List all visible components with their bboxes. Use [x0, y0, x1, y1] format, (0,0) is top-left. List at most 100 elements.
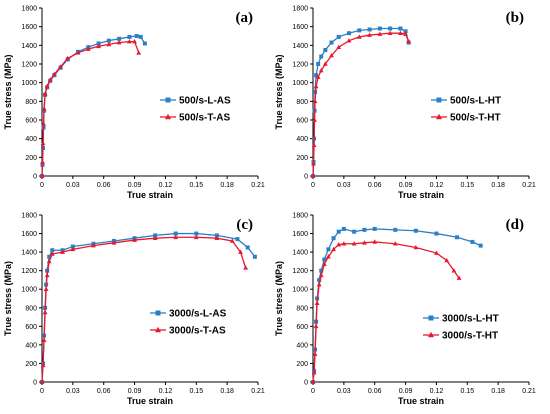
data-point — [214, 233, 219, 238]
x-tick-label: 0.21 — [522, 182, 536, 189]
x-tick-label: 0.06 — [368, 388, 382, 395]
data-point — [372, 239, 378, 244]
data-point — [341, 241, 347, 246]
data-point — [173, 234, 179, 240]
data-point — [214, 235, 220, 240]
data-point — [51, 71, 57, 77]
x-tick-label: 0.03 — [337, 182, 351, 189]
legend-label: 3000/s-T-AS — [169, 326, 226, 337]
legend-marker — [428, 315, 434, 321]
y-tick-label: 600 — [296, 324, 308, 331]
data-point — [40, 140, 46, 146]
data-point — [372, 226, 377, 231]
x-tick-label: 0.15 — [460, 388, 474, 395]
panel-label: (a) — [236, 10, 254, 26]
data-point — [229, 238, 235, 243]
data-point — [152, 235, 158, 240]
data-point — [398, 26, 403, 31]
data-point — [42, 91, 48, 96]
panel-label: (d) — [506, 217, 524, 233]
data-point — [312, 351, 318, 356]
data-point — [329, 40, 334, 45]
y-tick-label: 1400 — [292, 250, 308, 257]
y-tick-label: 1400 — [21, 43, 37, 50]
legend-marker — [155, 310, 161, 316]
data-point — [317, 277, 322, 282]
data-point — [47, 77, 53, 82]
data-point — [321, 261, 327, 266]
data-point — [312, 117, 317, 122]
data-point — [50, 248, 55, 253]
data-point — [41, 337, 47, 343]
data-point — [41, 121, 46, 126]
series-line-1 — [41, 236, 247, 383]
y-tick-label: 200 — [296, 155, 308, 162]
data-point — [44, 83, 50, 89]
data-point — [367, 32, 372, 37]
x-tick-label: 0.12 — [159, 182, 173, 189]
panel-label: (b) — [506, 10, 524, 26]
data-point — [252, 254, 257, 259]
y-tick-label: 1800 — [292, 6, 308, 13]
legend-label: 3000/s-L-AS — [169, 309, 227, 320]
data-point — [116, 39, 122, 45]
y-tick-label: 200 — [25, 361, 37, 368]
data-point — [316, 62, 321, 66]
y-tick-label: 600 — [25, 118, 37, 125]
y-tick-label: 0 — [33, 380, 37, 387]
data-point — [313, 83, 319, 89]
data-point — [478, 243, 483, 248]
panel-label: (c) — [236, 217, 253, 233]
data-point — [45, 268, 50, 273]
data-point — [315, 74, 321, 79]
data-point — [470, 239, 475, 244]
data-point — [75, 50, 81, 55]
data-point — [44, 272, 50, 278]
data-point — [444, 257, 450, 263]
data-point — [434, 250, 439, 255]
x-tick-label: 0.03 — [66, 388, 80, 395]
series-line-0 — [312, 228, 481, 383]
y-tick-label: 800 — [296, 99, 308, 106]
y-tick-label: 1000 — [21, 80, 37, 87]
data-point — [311, 142, 317, 147]
data-point — [455, 235, 459, 240]
legend-marker — [165, 97, 171, 103]
data-point — [406, 39, 412, 44]
data-point — [314, 300, 320, 305]
y-axis-title: True stress (MPa) — [274, 54, 284, 129]
data-point — [377, 26, 382, 31]
legend-marker — [436, 97, 442, 103]
data-point — [49, 251, 55, 256]
data-point — [352, 229, 357, 234]
data-point — [322, 61, 328, 66]
data-point — [142, 41, 147, 46]
data-point — [341, 226, 346, 231]
data-point — [41, 106, 47, 111]
x-tick-label: 0.15 — [460, 182, 474, 189]
data-point — [329, 53, 334, 58]
x-tick-label: 0.12 — [430, 388, 444, 395]
data-point — [413, 228, 418, 233]
data-point — [336, 242, 342, 247]
data-point — [434, 231, 439, 236]
legend-marker — [155, 326, 161, 333]
data-point — [310, 379, 316, 384]
data-point — [235, 237, 240, 242]
data-point — [106, 38, 111, 43]
data-point — [153, 233, 158, 238]
data-point — [138, 34, 143, 39]
x-tick-label: 0.12 — [430, 182, 444, 189]
y-tick-label: 0 — [304, 174, 308, 181]
x-tick-label: 0 — [40, 388, 44, 395]
x-tick-label: 0.12 — [159, 388, 173, 395]
series-line-1 — [312, 32, 410, 177]
data-point — [194, 231, 199, 236]
data-point — [85, 46, 91, 51]
legend-marker — [428, 331, 434, 338]
data-point — [413, 244, 419, 250]
legend-marker — [165, 113, 171, 120]
data-point — [347, 31, 351, 36]
y-tick-label: 1200 — [21, 62, 37, 69]
